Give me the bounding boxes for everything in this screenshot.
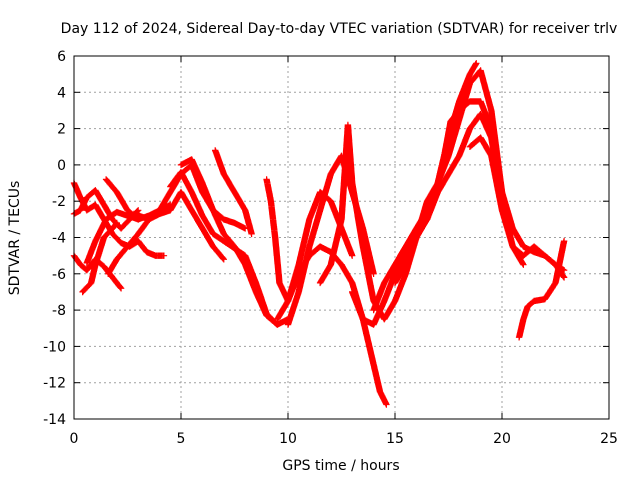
- y-tick-label: -14: [43, 412, 66, 428]
- series-arc-21: [466, 134, 568, 274]
- series-markers: [212, 147, 255, 238]
- y-tick-label: -10: [43, 339, 66, 355]
- y-tick-label: -8: [52, 303, 66, 319]
- series-arc-4: [79, 219, 120, 296]
- y-tick-label: 4: [57, 85, 66, 101]
- series-arc-20: [423, 98, 568, 281]
- y-tick-label: -2: [52, 194, 66, 210]
- x-tick-label: 10: [279, 431, 297, 447]
- y-tick-label: -6: [52, 267, 66, 283]
- series-markers: [466, 134, 568, 274]
- x-tick-label: 25: [600, 431, 618, 447]
- series-markers: [177, 156, 281, 328]
- series-arc-22: [515, 237, 568, 341]
- x-axis-label: GPS time / hours: [282, 458, 399, 474]
- series-arc-7: [105, 188, 227, 277]
- chart-title: Day 112 of 2024, Sidereal Day-to-day VTE…: [61, 21, 618, 37]
- x-tick-label: 5: [177, 431, 186, 447]
- tick-layer: 0 5 10 15 20 25 -14 -12 -10 -8 -6 -4 -2 0 2 4 6: [43, 49, 618, 447]
- x-tick-label: 20: [493, 431, 511, 447]
- y-tick-label: -4: [52, 231, 66, 247]
- series-arc-10: [177, 156, 281, 328]
- series-markers: [316, 121, 420, 323]
- x-tick-label: 0: [70, 431, 79, 447]
- y-axis-label: SDTVAR / TECUs: [7, 181, 23, 296]
- series-markers: [167, 169, 292, 328]
- grid-layer: [74, 56, 609, 419]
- series-arc-11: [212, 147, 255, 238]
- y-tick-label: 0: [57, 158, 66, 174]
- x-tick-label: 15: [386, 431, 404, 447]
- series-arc-5: [83, 208, 142, 267]
- series-markers: [515, 237, 568, 341]
- series-markers: [423, 98, 568, 281]
- series-arc-15: [316, 121, 420, 323]
- y-tick-label: -12: [43, 376, 66, 392]
- y-tick-label: 6: [57, 49, 66, 65]
- series-markers: [130, 161, 249, 232]
- series-markers: [79, 219, 120, 296]
- series-markers: [105, 188, 227, 277]
- series-layer: [70, 60, 568, 408]
- series-arc-9: [167, 169, 292, 328]
- series-markers: [83, 208, 142, 267]
- y-tick-label: 2: [57, 122, 66, 138]
- series-arc-8: [130, 161, 249, 232]
